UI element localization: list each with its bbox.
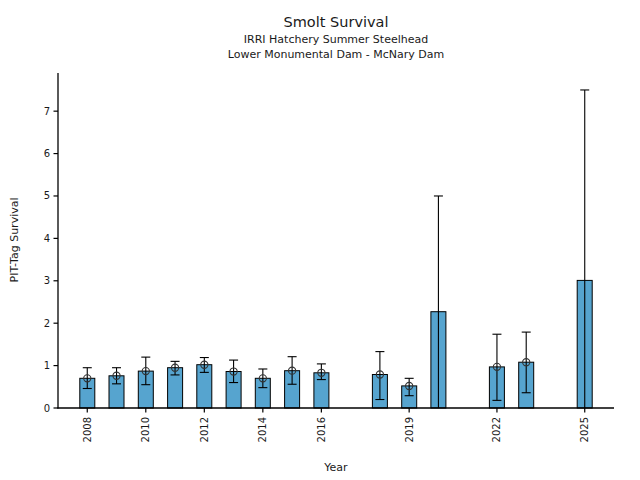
x-tick-label-2019: 2019 xyxy=(404,417,415,442)
x-tick-label-2010: 2010 xyxy=(140,417,151,442)
plot-area: 0 1 2 3 4 5 6 7 2008 2010 2012 2014 2016 2019 2022 2025 xyxy=(44,73,614,442)
x-tick-label-2012: 2012 xyxy=(199,417,210,442)
y-tick-label-1: 1 xyxy=(44,360,50,371)
chart-subtitle-line1: IRRI Hatchery Summer Steelhead xyxy=(244,33,428,46)
x-tick-label-2016: 2016 xyxy=(316,417,327,442)
y-tick-label-0: 0 xyxy=(44,403,50,414)
x-tick-label-2022: 2022 xyxy=(491,417,502,442)
y-axis-label: PIT-Tag Survival xyxy=(8,197,21,282)
chart-title: Smolt Survival xyxy=(284,14,389,30)
x-tick-label-2025: 2025 xyxy=(579,417,590,442)
x-axis-label: Year xyxy=(323,461,348,474)
y-tick-label-7: 7 xyxy=(44,106,50,117)
smolt-survival-figure: Smolt Survival IRRI Hatchery Summer Stee… xyxy=(0,0,640,480)
smolt-survival-bar-chart: Smolt Survival IRRI Hatchery Summer Stee… xyxy=(0,0,640,480)
y-tick-label-5: 5 xyxy=(44,190,50,201)
x-tick-label-2008: 2008 xyxy=(82,417,93,442)
y-tick-label-3: 3 xyxy=(44,275,50,286)
y-tick-label-6: 6 xyxy=(44,148,50,159)
y-tick-label-2: 2 xyxy=(44,318,50,329)
y-tick-label-4: 4 xyxy=(44,233,50,244)
chart-subtitle-line2: Lower Monumental Dam - McNary Dam xyxy=(228,48,445,61)
x-tick-label-2014: 2014 xyxy=(257,417,268,442)
